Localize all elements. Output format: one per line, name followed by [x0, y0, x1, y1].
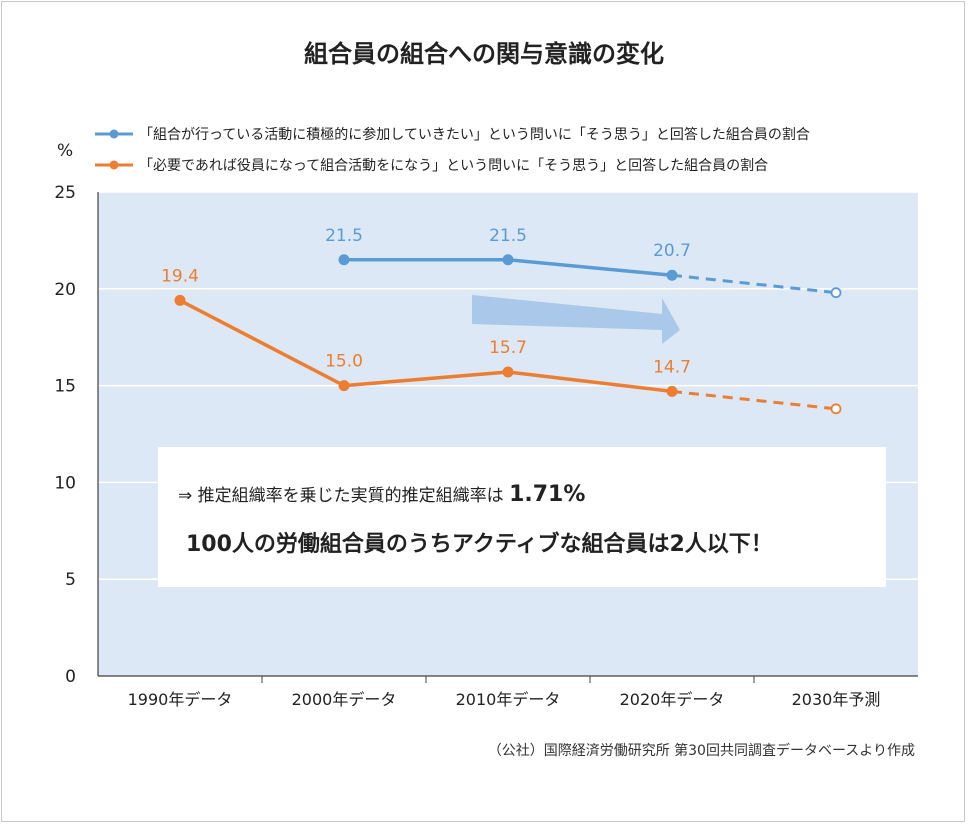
data-point: [338, 254, 350, 266]
x-tick-label: 2030年予測: [792, 690, 881, 709]
series-1-projection: [671, 273, 837, 295]
y-tick-label: 15: [54, 377, 76, 397]
data-label: 21.5: [325, 226, 363, 246]
data-point: [830, 287, 842, 299]
callout-line-2: 100人の労働組合員のうちアクティブな組合員は2人以下！: [186, 531, 773, 557]
data-label: 21.5: [489, 226, 527, 246]
series-2-projection: [671, 389, 837, 411]
y-tick-label: 10: [54, 473, 76, 493]
series-2: 19.4 15.0 15.7 14.7: [161, 266, 842, 415]
data-label: 19.4: [161, 266, 199, 286]
legend-label-2: 「必要であれば役員になって組合活動をになう」という問いに「そう思う」と回答した組…: [139, 157, 768, 174]
source-note: （公社）国際経済労働研究所 第30回共同調査データベースより作成: [488, 742, 915, 759]
plot-area: [98, 192, 918, 676]
legend-marker-1: [109, 129, 119, 139]
data-point: [502, 254, 514, 266]
y-tick-label: 20: [54, 280, 76, 300]
data-point: [666, 269, 678, 281]
data-label: 15.7: [489, 338, 527, 358]
legend-label-1: 「組合が行っている活動に積極的に参加していきたい」という問いに「そう思う」と回答…: [139, 126, 810, 143]
callout-line-1: ⇒ 推定組織率を乗じた実質的推定組織率は 1.71%: [178, 482, 585, 507]
y-unit-label: %: [57, 141, 73, 161]
x-tick-label: 1990年データ: [128, 690, 233, 709]
series-1: 21.5 21.5 20.7: [325, 226, 842, 299]
data-point: [502, 366, 514, 378]
data-label: 14.7: [653, 357, 691, 377]
y-tick-label: 0: [65, 667, 76, 687]
y-tick-label: 5: [65, 570, 76, 590]
legend-marker-2: [109, 160, 119, 170]
callout-box: ⇒ 推定組織率を乗じた実質的推定組織率は 1.71% 100人の労働組合員のうち…: [158, 447, 886, 587]
data-point: [830, 403, 842, 415]
y-tick-label: 25: [54, 183, 76, 203]
x-tick-label: 2010年データ: [456, 690, 561, 709]
data-point: [174, 294, 186, 306]
callout-rate-value: 1.71%: [509, 482, 585, 507]
data-point: [338, 380, 350, 392]
data-label: 15.0: [325, 352, 363, 372]
chart-title: 組合員の組合への関与意識の変化: [304, 40, 664, 68]
x-axis-ticks: 1990年データ 2000年データ 2010年データ 2020年データ 2030年予測: [128, 676, 881, 709]
x-tick-label: 2020年データ: [620, 690, 725, 709]
y-axis-ticks: 0 5 10 15 20 25: [54, 183, 76, 687]
callout-line-1-prefix: ⇒ 推定組織率を乗じた実質的推定組織率は: [178, 486, 509, 506]
legend: 「組合が行っている活動に積極的に参加していきたい」という問いに「そう思う」と回答…: [95, 126, 810, 174]
callout-background: [158, 447, 886, 587]
series-2-line: [179, 298, 673, 394]
trend-arrow-icon: [472, 295, 680, 344]
data-point: [666, 385, 678, 397]
series-layer: 21.5 21.5 20.7 19.4 15.0 15.7 14.7: [161, 226, 842, 415]
data-label: 20.7: [653, 241, 691, 261]
x-tick-label: 2000年データ: [292, 690, 397, 709]
